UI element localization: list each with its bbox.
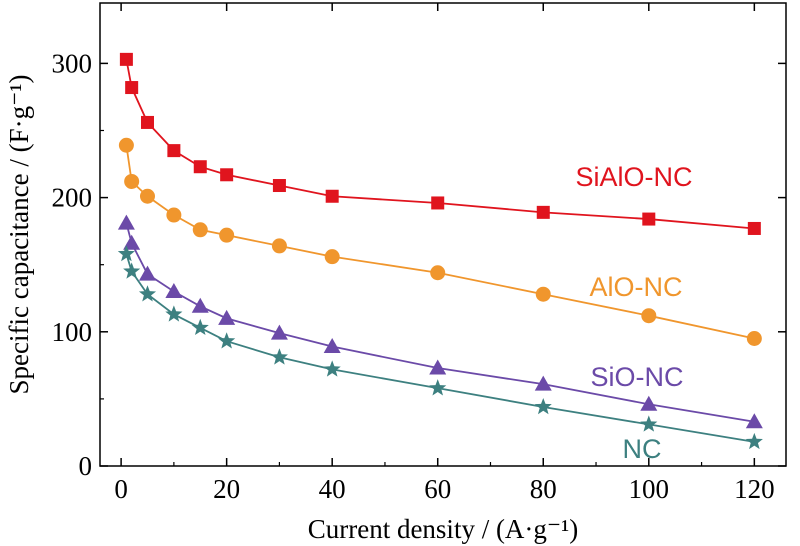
data-point bbox=[138, 265, 156, 281]
data-point bbox=[641, 308, 657, 324]
data-point bbox=[325, 189, 339, 203]
series-sio-nc: SiO-NC bbox=[117, 214, 763, 429]
y-axis-title: Specific capacitance / (F·g⁻¹) bbox=[4, 75, 34, 395]
data-point bbox=[119, 52, 133, 66]
data-point bbox=[536, 205, 550, 219]
data-point bbox=[745, 432, 763, 450]
data-point bbox=[124, 173, 140, 189]
data-point bbox=[535, 286, 551, 302]
series-layer: SiAlO-NC AlO-NC SiO-NC NC bbox=[117, 52, 763, 464]
x-axis-title: Current density / (A·g⁻¹) bbox=[308, 514, 579, 544]
data-point bbox=[191, 297, 209, 313]
data-point bbox=[324, 249, 340, 265]
series-nc: NC bbox=[117, 244, 763, 464]
data-point bbox=[270, 324, 288, 340]
x-tick-label: 60 bbox=[424, 474, 451, 504]
data-point bbox=[117, 214, 135, 230]
data-point bbox=[167, 144, 181, 158]
plot-frame bbox=[99, 2, 787, 467]
data-point bbox=[746, 331, 762, 347]
data-point bbox=[138, 285, 157, 302]
data-point bbox=[192, 222, 208, 238]
y-tick-label: 0 bbox=[79, 451, 93, 481]
data-point bbox=[431, 196, 445, 210]
data-point bbox=[429, 379, 447, 396]
data-point bbox=[323, 360, 341, 377]
series-label: AlO-NC bbox=[590, 272, 683, 302]
series-sialo-nc: SiAlO-NC bbox=[119, 52, 761, 235]
data-point bbox=[747, 221, 761, 235]
series-label: SiO-NC bbox=[591, 362, 684, 392]
series-alo-nc: AlO-NC bbox=[118, 137, 762, 347]
data-point bbox=[165, 305, 183, 322]
series-line bbox=[125, 253, 755, 443]
y-tick-label: 300 bbox=[52, 48, 93, 78]
data-point bbox=[219, 227, 235, 243]
data-point bbox=[139, 188, 155, 204]
x-tick-label: 0 bbox=[114, 474, 128, 504]
data-point bbox=[272, 179, 286, 193]
data-point bbox=[218, 332, 236, 349]
series-label: NC bbox=[623, 434, 662, 464]
data-point bbox=[220, 168, 234, 182]
data-point bbox=[123, 262, 141, 279]
x-tick-label: 120 bbox=[734, 474, 775, 504]
y-tick-label: 200 bbox=[52, 183, 93, 213]
data-point bbox=[271, 238, 287, 254]
x-tick-label: 40 bbox=[319, 474, 346, 504]
data-point bbox=[166, 207, 182, 223]
data-point bbox=[429, 359, 447, 375]
data-point bbox=[218, 309, 236, 325]
data-point bbox=[140, 115, 154, 129]
x-tick-label: 80 bbox=[530, 474, 557, 504]
data-point bbox=[125, 81, 139, 95]
data-point bbox=[640, 415, 658, 432]
data-point bbox=[534, 375, 552, 391]
data-point bbox=[323, 338, 341, 354]
data-point bbox=[165, 283, 183, 299]
data-point bbox=[193, 160, 207, 174]
y-tick-label: 100 bbox=[52, 317, 93, 347]
data-point bbox=[642, 212, 656, 226]
data-point bbox=[191, 318, 209, 336]
data-point bbox=[123, 234, 141, 250]
plot-border bbox=[99, 2, 787, 467]
data-point bbox=[430, 265, 446, 281]
data-point bbox=[640, 395, 658, 411]
series-label: SiAlO-NC bbox=[575, 162, 692, 192]
data-point bbox=[534, 397, 552, 415]
data-point bbox=[270, 348, 288, 365]
x-tick-label: 20 bbox=[213, 474, 240, 504]
data-point bbox=[118, 137, 134, 153]
data-point bbox=[117, 244, 135, 262]
x-tick-label: 100 bbox=[629, 474, 670, 504]
data-point bbox=[745, 413, 763, 429]
axis-ticks: 0 20 40 60 80 100 120 0 100 200 300 bbox=[52, 3, 786, 504]
series-line bbox=[125, 222, 755, 423]
